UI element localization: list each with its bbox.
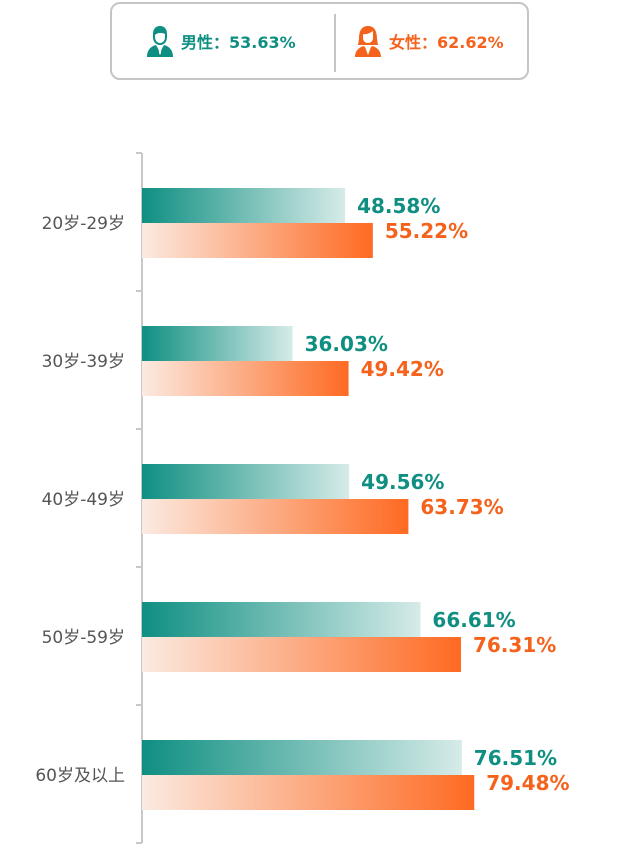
value-label-male: 49.56%	[361, 470, 444, 494]
bar-male	[142, 326, 293, 361]
bar-female	[142, 361, 349, 396]
value-label-female: 49.42%	[361, 357, 444, 381]
category-label: 50岁-59岁	[42, 628, 125, 648]
bar-male	[142, 188, 346, 223]
category-label: 60岁及以上	[35, 766, 125, 786]
legend: 男性：53.63% 女性：62.62%	[110, 2, 529, 80]
bar-female	[142, 775, 475, 810]
bar-female	[142, 637, 461, 672]
value-label-female: 79.48%	[486, 771, 569, 795]
bar-male	[142, 464, 350, 499]
bar-female	[142, 223, 373, 258]
bar-male	[142, 602, 421, 637]
value-label-male: 48.58%	[357, 194, 440, 218]
value-label-female: 63.73%	[420, 495, 503, 519]
value-label-male: 66.61%	[432, 608, 515, 632]
legend-male: 男性：53.63%	[146, 4, 296, 78]
legend-male-label: 男性：53.63%	[181, 33, 296, 52]
legend-divider	[334, 14, 336, 72]
value-label-male: 36.03%	[305, 332, 388, 356]
bar-female	[142, 499, 409, 534]
legend-female: 女性：62.62%	[354, 4, 504, 78]
category-label: 40岁-49岁	[42, 490, 125, 510]
category-label: 20岁-29岁	[42, 214, 125, 234]
male-user-icon	[147, 26, 173, 57]
female-user-icon	[355, 26, 381, 57]
value-label-female: 76.31%	[473, 633, 556, 657]
bar-male	[142, 740, 462, 775]
legend-female-label: 女性：62.62%	[389, 33, 504, 52]
category-label: 30岁-39岁	[42, 352, 125, 372]
value-label-female: 55.22%	[385, 219, 468, 243]
value-label-male: 76.51%	[474, 746, 557, 770]
